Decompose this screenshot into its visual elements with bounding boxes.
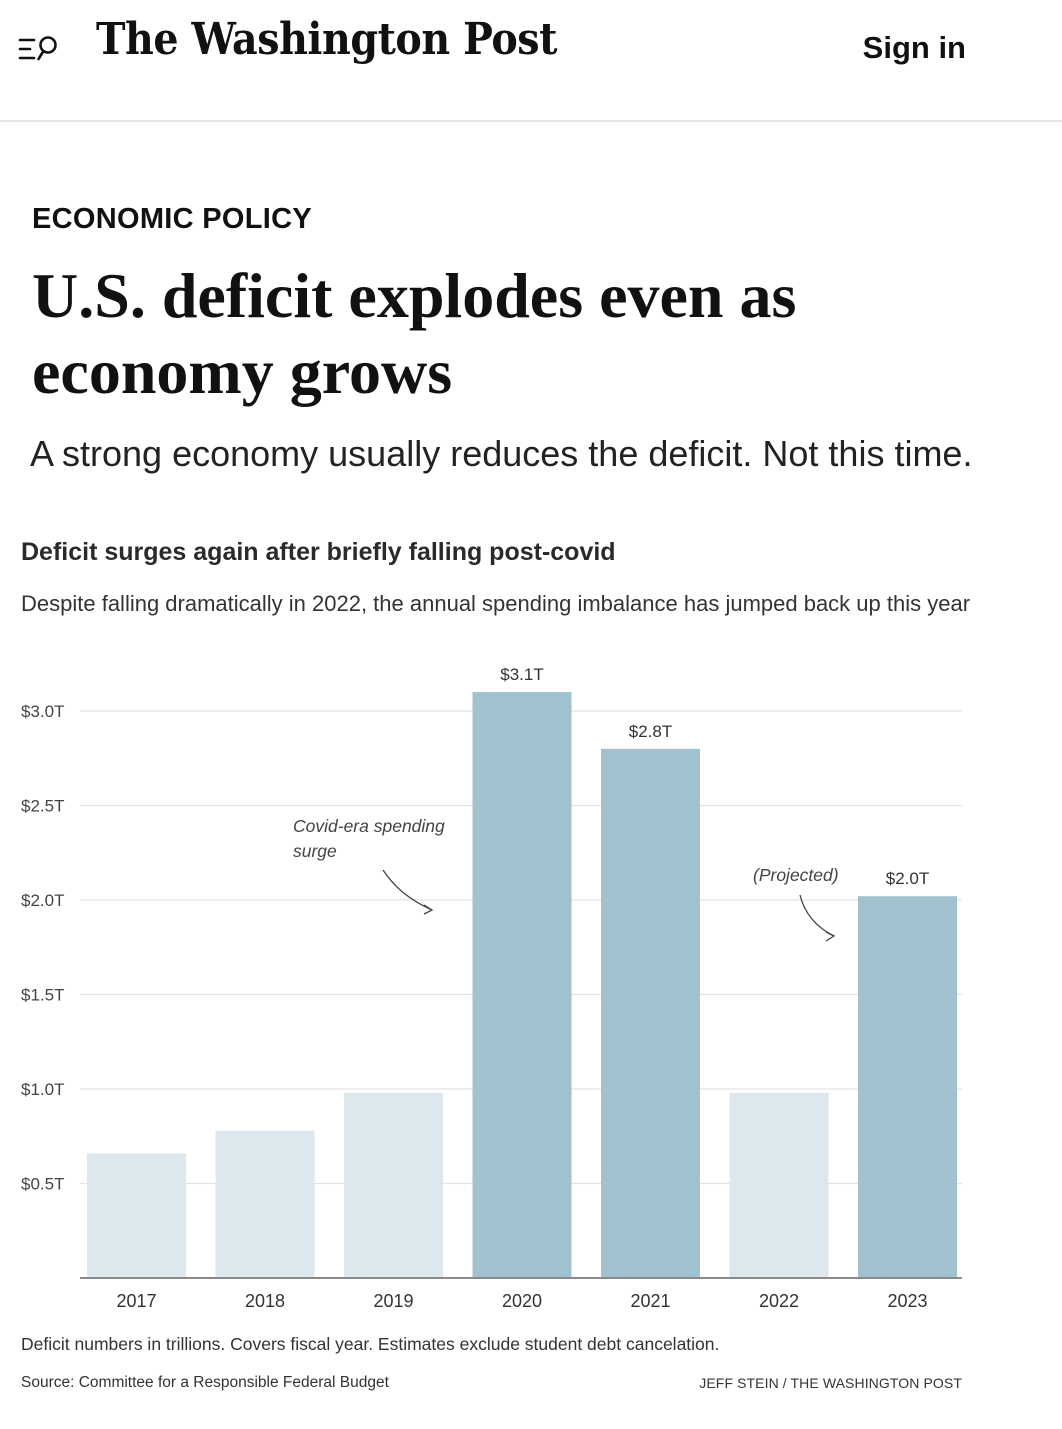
x-tick-label: 2020 bbox=[502, 1291, 542, 1311]
y-tick-label: $2.0T bbox=[21, 891, 64, 910]
top-navigation-bar: The Washington Post Sign in bbox=[0, 0, 1062, 122]
annotation-projected-arrowhead bbox=[825, 931, 836, 942]
bar-2019 bbox=[344, 1092, 443, 1278]
washington-post-logo[interactable]: The Washington Post bbox=[96, 14, 557, 65]
article-dek: A strong economy usually reduces the def… bbox=[30, 433, 973, 474]
bar-2018 bbox=[215, 1130, 315, 1278]
sign-in-link[interactable]: Sign in bbox=[862, 30, 966, 65]
y-tick-label: $1.0T bbox=[21, 1080, 64, 1099]
x-tick-label: 2018 bbox=[245, 1291, 285, 1311]
annotation-covid-line-2: surge bbox=[293, 841, 337, 861]
section-kicker[interactable]: ECONOMIC POLICY bbox=[32, 203, 313, 235]
y-tick-label: $0.5T bbox=[21, 1175, 64, 1194]
chart-note: Deficit numbers in trillions. Covers fis… bbox=[21, 1334, 720, 1354]
y-tick-label: $1.5T bbox=[21, 986, 64, 1005]
x-tick-label: 2017 bbox=[116, 1291, 156, 1311]
y-tick-label: $2.5T bbox=[21, 797, 64, 816]
data-label-2023: $2.0T bbox=[886, 869, 929, 888]
data-label-2020: $3.1T bbox=[500, 665, 543, 684]
annotation-covid-arrow bbox=[382, 869, 433, 911]
deficit-bar-chart: $0.5T $1.0T $1.5T $2.0T $2.5T $3.0T 2017 2018 2… bbox=[21, 665, 962, 1311]
annotation-covid-arrowhead bbox=[423, 904, 434, 915]
x-tick-label: 2022 bbox=[759, 1291, 799, 1311]
bar-2020 bbox=[472, 692, 572, 1278]
x-tick-label: 2019 bbox=[373, 1291, 413, 1311]
x-tick-label: 2023 bbox=[887, 1291, 927, 1311]
annotation-projected-arrow bbox=[799, 894, 835, 937]
bar-2022 bbox=[729, 1092, 829, 1278]
article-headline: U.S. deficit explodes even as economy gr… bbox=[32, 260, 797, 407]
chart-subtitle: Despite falling dramatically in 2022, th… bbox=[21, 591, 971, 616]
menu-search-icon[interactable] bbox=[18, 34, 62, 68]
chart-title: Deficit surges again after briefly falli… bbox=[21, 538, 616, 566]
chart-source: Source: Committee for a Responsible Fede… bbox=[21, 1374, 389, 1391]
bar-2023 bbox=[858, 896, 957, 1278]
annotation-covid-line-1: Covid-era spending bbox=[293, 816, 445, 836]
x-tick-label: 2021 bbox=[630, 1291, 670, 1311]
bar-2017 bbox=[87, 1153, 186, 1278]
y-tick-label: $3.0T bbox=[21, 702, 64, 721]
bar-2021 bbox=[601, 748, 700, 1278]
chart-credit: JEFF STEIN / THE WASHINGTON POST bbox=[699, 1375, 962, 1391]
data-label-2021: $2.8T bbox=[629, 722, 672, 741]
annotation-projected: (Projected) bbox=[753, 865, 839, 885]
